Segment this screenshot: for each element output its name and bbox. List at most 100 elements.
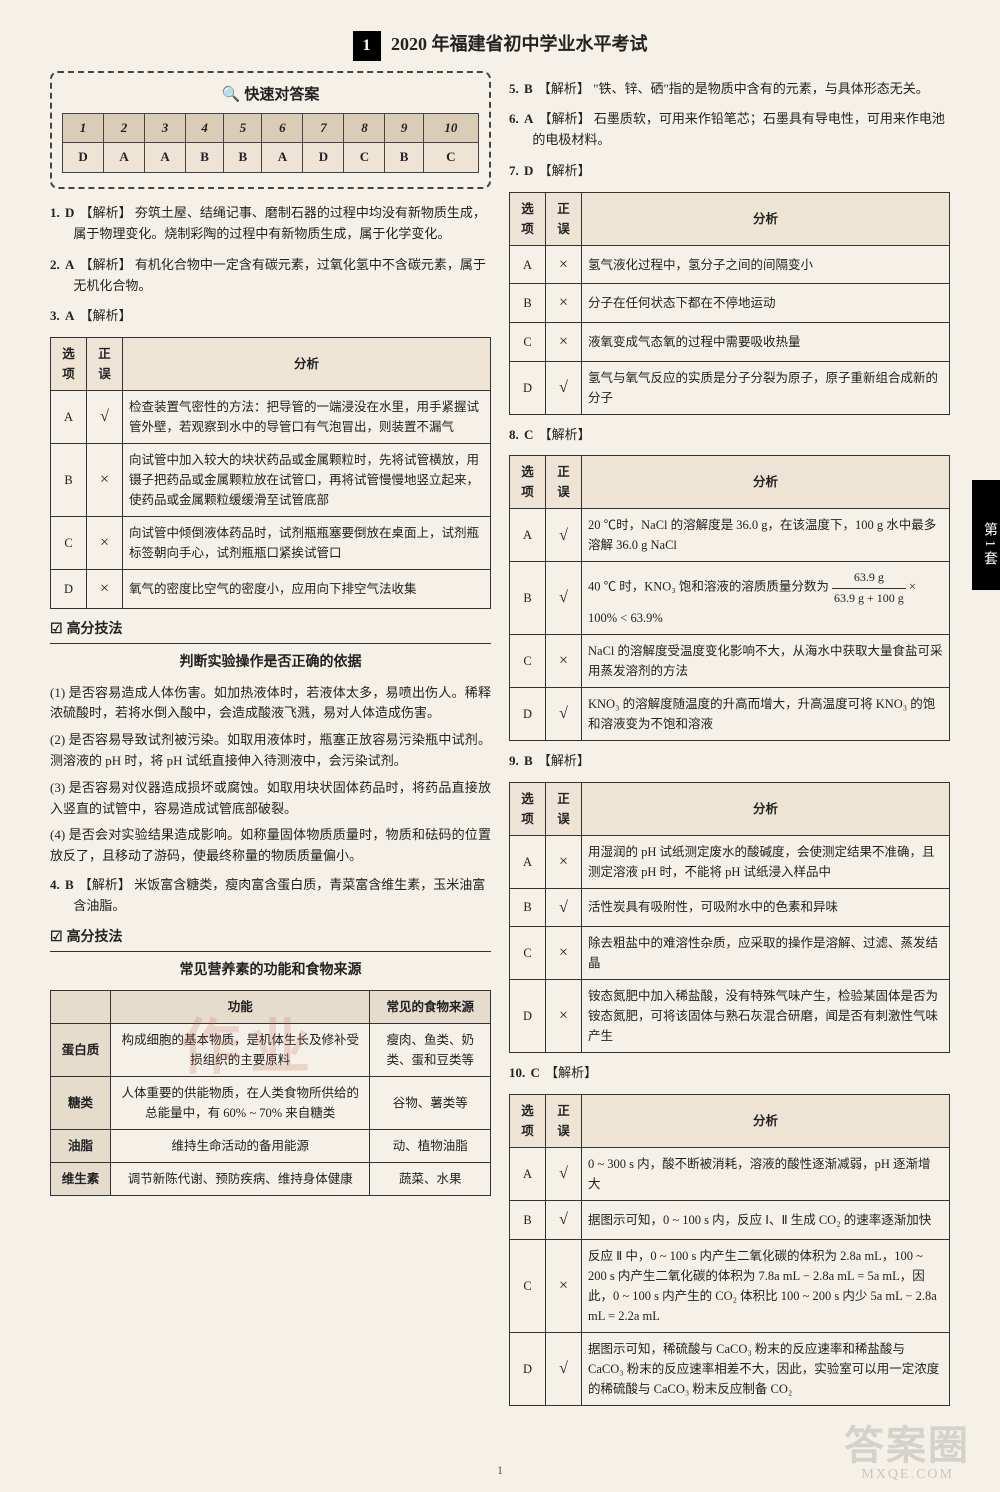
td-opt: C <box>510 322 546 361</box>
page-title-text: 2020 年福建省初中学业水平考试 <box>391 34 648 54</box>
td-name: 糖类 <box>51 1077 111 1130</box>
td-text: 据图示可知，0 ~ 100 s 内，反应 Ⅰ、Ⅱ 生成 CO₂ 的速率逐渐加快 <box>582 1200 950 1239</box>
q-ans: A <box>524 111 533 126</box>
td-opt: B <box>510 562 546 634</box>
th: 分析 <box>582 1094 950 1147</box>
th: 分析 <box>582 782 950 835</box>
td-text: 向试管中倾倒液体药品时，试剂瓶瓶塞要倒放在桌面上，试剂瓶标签朝向手心，试剂瓶瓶口… <box>123 517 491 570</box>
th: 功能 <box>111 991 370 1024</box>
ans-num: 1 <box>63 113 104 143</box>
td-opt: C <box>510 927 546 980</box>
td-mark: × <box>87 517 123 570</box>
td-text: 据图示可知，稀硫酸与 CaCO₃ 粉末的反应速率和稀盐酸与 CaCO₃ 粉末的反… <box>582 1332 950 1405</box>
td-mark: √ <box>546 1332 582 1405</box>
tip-para: (2) 是否容易导致试剂被污染。如取用液体时，瓶塞正放容易污染瓶中试剂。测溶液的… <box>50 730 491 772</box>
td-mark: × <box>546 927 582 980</box>
frac-pre: 40 ℃ 时，KNO₃ 饱和溶液的溶质质量分数为 <box>588 580 832 594</box>
td-mark: × <box>546 835 582 888</box>
q9: 9. B 【解析】 <box>509 751 950 772</box>
th: 选项 <box>510 456 546 509</box>
ans-num: 6 <box>262 113 303 143</box>
q7-table: 选项正误分析 A×氢气液化过程中，氢分子之间的间隔变小 B×分子在任何状态下都在… <box>509 192 950 415</box>
td-opt: A <box>510 1147 546 1200</box>
ans-val: C <box>423 143 478 173</box>
ans-val: B <box>186 143 224 173</box>
td-opt: B <box>510 284 546 323</box>
td-opt: D <box>51 570 87 609</box>
ans-num: 3 <box>145 113 186 143</box>
ans-val: A <box>262 143 303 173</box>
td-text-frac: 40 ℃ 时，KNO₃ 饱和溶液的溶质质量分数为 63.9 g 63.9 g +… <box>582 562 950 634</box>
td-opt: A <box>510 245 546 284</box>
th: 正误 <box>546 782 582 835</box>
q-ans: B <box>524 81 533 96</box>
th: 正误 <box>546 456 582 509</box>
q-ex-label: 【解析】 <box>539 111 591 126</box>
ans-num: 9 <box>385 113 423 143</box>
td-opt: B <box>510 888 546 927</box>
q8-table: 选项正误分析 A√20 ℃时，NaCl 的溶解度是 36.0 g，在该温度下，1… <box>509 455 950 740</box>
td-text: 液氧变成气态氧的过程中需要吸收热量 <box>582 322 950 361</box>
ans-num: 8 <box>344 113 385 143</box>
td-text: 分子在任何状态下都在不停地运动 <box>582 284 950 323</box>
left-column: 快速对答案 1 2 3 4 5 6 7 8 9 10 D A A <box>50 71 491 1416</box>
q-num: 5. <box>509 81 519 96</box>
td-mark: √ <box>546 687 582 740</box>
q-ex-label: 【解析】 <box>538 753 590 768</box>
td-opt: D <box>510 361 546 414</box>
q6: 6. A 【解析】 石墨质软，可用来作铅笔芯；石墨具有导电性，可用来作电池的电极… <box>509 109 950 151</box>
th: 正误 <box>546 192 582 245</box>
td-opt: A <box>51 391 87 444</box>
q-ans: C <box>531 1065 540 1080</box>
td-mark: √ <box>546 1200 582 1239</box>
td-text: 检查装置气密性的方法：把导管的一端浸没在水里，用手紧握试管外壁，若观察到水中的导… <box>123 391 491 444</box>
two-column-layout: 快速对答案 1 2 3 4 5 6 7 8 9 10 D A A <box>50 71 950 1416</box>
nutrient-table: 功能常见的食物来源 蛋白质构成细胞的基本物质，是机体生长及修补受损组织的主要原料… <box>50 990 491 1196</box>
q-ex-label: 【解析】 <box>80 257 132 272</box>
q-ans: D <box>65 205 74 220</box>
td-mark: × <box>546 245 582 284</box>
tip-para: (3) 是否容易对仪器造成损坏或腐蚀。如取用块状固体药品时，将药品直接放入竖直的… <box>50 778 491 820</box>
td-src: 动、植物油脂 <box>370 1130 491 1163</box>
q10: 10. C 【解析】 <box>509 1063 950 1084</box>
th: 选项 <box>51 338 87 391</box>
q-ans: B <box>524 753 533 768</box>
td-text: 氧气的密度比空气的密度小，应用向下排空气法收集 <box>123 570 491 609</box>
watermark-sub: MXQE.COM <box>861 1464 954 1486</box>
td-text: 活性炭具有吸附性，可吸附水中的色素和异味 <box>582 888 950 927</box>
ans-val: D <box>63 143 104 173</box>
td-mark: × <box>87 444 123 517</box>
td-mark: √ <box>87 391 123 444</box>
td-src: 瘦肉、鱼类、奶类、蛋和豆类等 <box>370 1024 491 1077</box>
td-func: 构成细胞的基本物质，是机体生长及修补受损组织的主要原料 <box>111 1024 370 1077</box>
td-opt: C <box>51 517 87 570</box>
q-ex-label: 【解析】 <box>538 81 590 96</box>
th: 常见的食物来源 <box>370 991 491 1024</box>
q-ex-label: 【解析】 <box>545 1065 597 1080</box>
td-func: 调节新陈代谢、预防疾病、维持身体健康 <box>111 1163 370 1196</box>
td-mark: √ <box>546 1147 582 1200</box>
answer-grid-numbers: 1 2 3 4 5 6 7 8 9 10 <box>63 113 479 143</box>
ans-val: B <box>385 143 423 173</box>
td-opt: D <box>510 980 546 1053</box>
q-num: 6. <box>509 111 519 126</box>
td-text: 向试管中加入较大的块状药品或金属颗粒时，先将试管横放，用镊子把药品或金属颗粒放在… <box>123 444 491 517</box>
td-text: 反应 Ⅱ 中，0 ~ 100 s 内产生二氧化碳的体积为 2.8a mL，100… <box>582 1239 950 1332</box>
td-opt: A <box>510 509 546 562</box>
fraction: 63.9 g 63.9 g + 100 g <box>832 568 906 607</box>
ans-val: A <box>145 143 186 173</box>
td-name: 维生素 <box>51 1163 111 1196</box>
ans-val: C <box>344 143 385 173</box>
q-text: 有机化合物中一定含有碳元素，过氧化氢中不含碳元素，属于无机化合物。 <box>73 257 486 293</box>
td-name: 蛋白质 <box>51 1024 111 1077</box>
q-text: 夯筑土屋、结绳记事、磨制石器的过程中均没有新物质生成，属于物理变化。烧制彩陶的过… <box>73 205 486 241</box>
ans-val: B <box>224 143 262 173</box>
q10-table: 选项正误分析 A√0 ~ 300 s 内，酸不断被消耗，溶液的酸性逐渐减弱，pH… <box>509 1094 950 1406</box>
th: 选项 <box>510 782 546 835</box>
frac-bot: 63.9 g + 100 g <box>832 589 906 608</box>
footer-page-num: 1 <box>497 1461 503 1480</box>
q5: 5. B 【解析】 "铁、锌、硒"指的是物质中含有的元素，与具体形态无关。 <box>509 79 950 100</box>
th: 选项 <box>510 192 546 245</box>
answer-card-title: 快速对答案 <box>62 83 479 107</box>
td-text: KNO₃ 的溶解度随温度的升高而增大，升高温度可将 KNO₃ 的饱和溶液变为不饱… <box>582 687 950 740</box>
